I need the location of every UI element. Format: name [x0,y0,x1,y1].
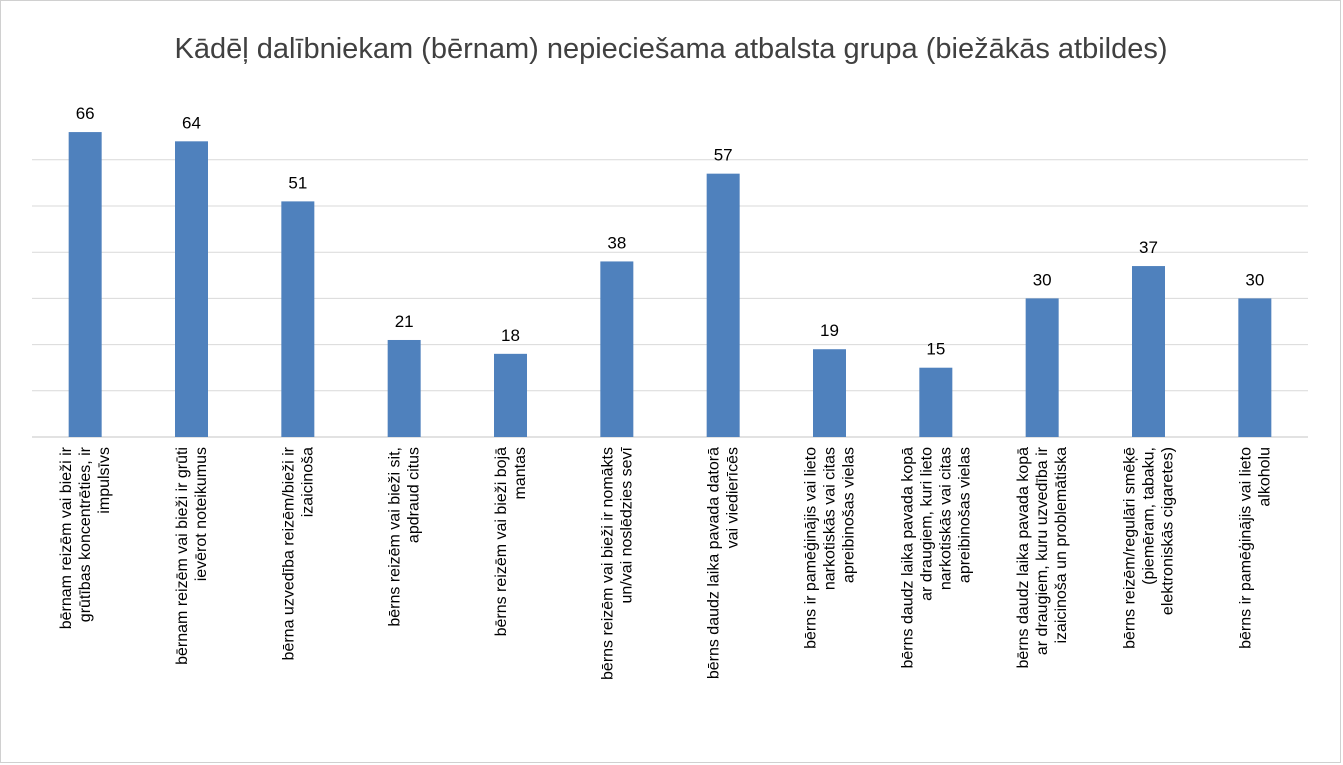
x-tick-label: bērns reizēm/regulāri smēķē (piemēram, ta… [1122,447,1177,649]
bar-value-label: 57 [714,146,733,165]
bar-value-label: 30 [1245,270,1264,289]
bar [175,141,208,437]
x-tick-label-line: (piemēram, tabaku, [1141,447,1158,585]
x-tick-label: bērns reizēm vai bieži ir nomākts un/vai … [599,446,635,680]
x-tick-label: bērns daudz laika pavada kopā ar draugiem… [1015,446,1070,668]
bar [919,367,953,437]
x-tick-label-line: bērns reizēm/regulāri smēķē [1122,447,1139,649]
bar-value-label: 21 [395,312,414,331]
x-tick-label-line: alkoholu [1256,447,1273,507]
x-tick-label-line: ar draugiem, kuri lieto [918,447,935,601]
x-tick-label-line: bērna uzvedība reizēm/bieži ir [280,446,297,660]
bar-value-label: 30 [1033,270,1052,289]
bar [68,132,102,437]
bar [387,339,421,437]
x-tick-label-line: grūtības koncentrēties, ir [77,446,94,622]
x-tick-label-line: bērns daudz laika pavada datorā [706,447,723,679]
x-tick-label-line: apreibinošas vielas [841,447,858,583]
x-tick-label-line: bērns daudz laika pavada kopā [1015,447,1032,669]
x-tick-label-line: izaicinoša un problemātiska [1053,447,1070,644]
x-tick-label-line: bērns daudz laika pavada kopā [899,447,916,669]
x-tick-label: bērns daudz laika pavada kopā ar draugiem… [899,447,973,669]
x-tick-label-line: bērnam reizēm vai bieži ir grūti [174,447,191,665]
bar-value-label: 38 [607,233,626,252]
x-tick-label: bērnam reizēm vai bieži ir grūti ievērot … [174,447,210,665]
x-tick-label: bērna uzvedība reizēm/bieži ir izaicinoša [280,446,316,660]
bar-value-label: 51 [288,173,307,192]
x-tick-label-line: narkotiskās vai citas [822,447,839,590]
x-tick-label-line: mantas [512,447,529,499]
x-tick-label-line: vai viedierīcēs [725,447,742,548]
x-tick-label-line: bērns reizēm vai bieži sit, [387,447,404,627]
bar [1132,266,1165,437]
bar [600,261,634,437]
x-tick-label-line: bērns ir pamēģinājis vai lieto [1236,447,1254,649]
bar-value-label: 66 [76,104,95,123]
chart-title: Kādēļ dalībniekam (bērnam) nepieciešama … [174,33,1168,65]
bar-value-label: 18 [501,326,520,345]
x-tick-label-line: ar draugiem, kuru uzvedība ir [1034,446,1051,655]
x-tick-label: bērnam reizēm vai bieži ir grūtības konce… [58,446,113,629]
x-tick-label-line: bērnam reizēm vai bieži ir [58,446,75,629]
x-tick-label-line: bērns reizēm vai bieži ir nomākts [599,447,616,680]
x-tick-label-line: ievērot noteikumus [193,447,210,581]
x-tick-label: bērns ir pamēģinājis vai lieto narkotiskā… [802,447,858,649]
x-tick-label-line: elektroniskās cigaretes) [1160,447,1177,615]
bar [706,173,740,437]
x-tick-label-line: impulsīvs [96,447,113,514]
x-tick-label-line: un/vai noslēdzies sevī [618,446,635,603]
bar-value-label: 37 [1139,238,1158,257]
x-tick-label-line: bērns ir pamēģinājis vai lieto [802,447,820,649]
bar-value-label: 15 [926,340,945,359]
x-tick-label-line: izaicinoša [299,447,316,517]
bar [813,349,846,437]
x-tick-label-line: apdraud citus [406,447,423,543]
x-tick-label: bērns reizēm vai bieži bojā mantas [493,447,529,637]
bar-value-label: 19 [820,321,839,340]
x-tick-label: bērns ir pamēģinājis vai lieto alkoholu [1236,447,1273,649]
bar [494,353,527,437]
x-tick-label-line: narkotiskās vai citas [937,447,954,590]
bar [281,201,315,437]
x-tick-label-line: apreibinošas vielas [956,447,973,583]
x-tick-label-line: bērns reizēm vai bieži bojā [493,447,510,637]
x-tick-label: bērns daudz laika pavada datorā vai viedi… [706,447,742,679]
bar-value-label: 64 [182,113,201,132]
x-tick-label: bērns reizēm vai bieži sit, apdraud citus [387,447,423,627]
bar [1238,298,1272,437]
bar [1025,298,1059,437]
